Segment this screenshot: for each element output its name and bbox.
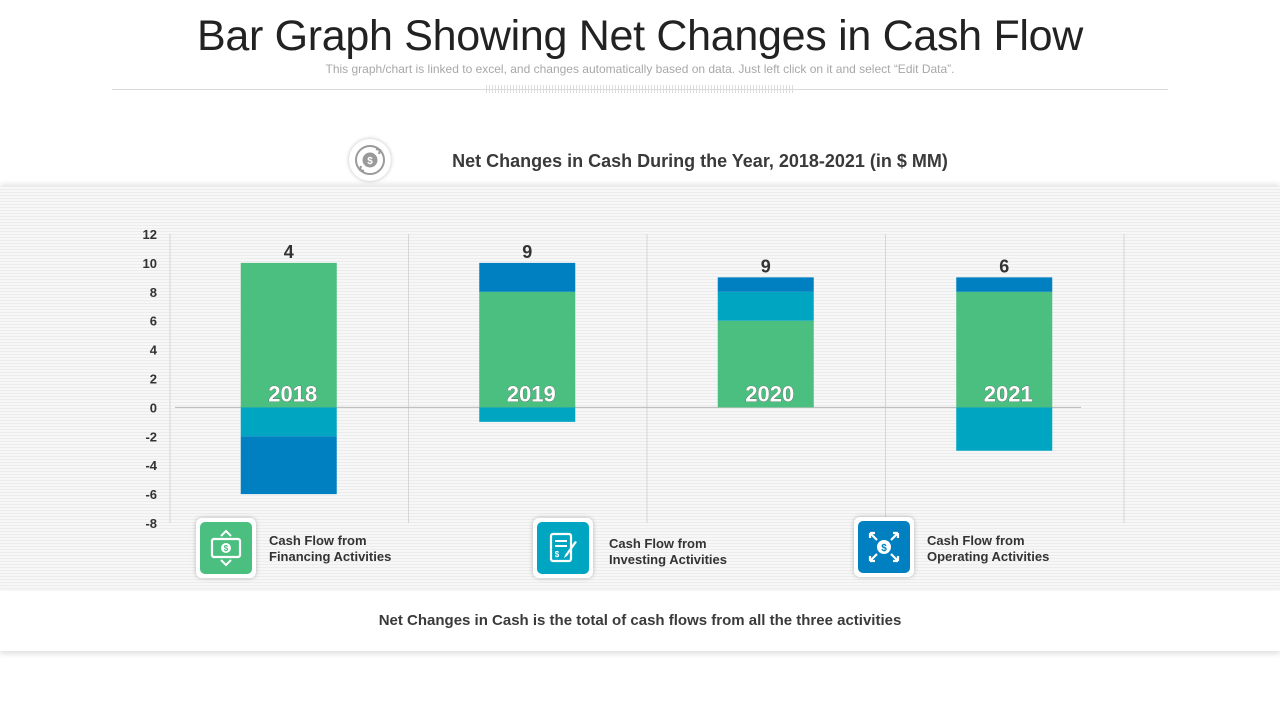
dollar-arrows-icon: $ <box>858 521 910 573</box>
bars <box>240 262 1053 495</box>
bar-segment <box>479 262 576 292</box>
legend-investing-line1: Cash Flow from <box>609 536 707 551</box>
legend-financing-line2: Financing Activities <box>269 549 392 564</box>
legend-investing: Cash Flow from Investing Activities <box>609 536 809 568</box>
svg-text:$: $ <box>555 550 560 559</box>
bar-segment <box>717 277 814 292</box>
category-label: 2018 <box>268 381 317 406</box>
legend-investing-line2: Investing Activities <box>609 552 727 567</box>
y-tick-label: -2 <box>145 429 157 444</box>
y-axis: 12 10 8 6 4 2 0 -2 -4 -6 -8 <box>143 227 158 531</box>
page-subtitle: This graph/chart is linked to excel, and… <box>325 62 955 76</box>
bar-segment <box>479 407 576 422</box>
notepad-pencil-icon: $ <box>537 522 589 574</box>
bar-segment <box>240 436 337 495</box>
y-tick-label: 2 <box>150 372 157 387</box>
svg-text:$: $ <box>881 543 887 554</box>
page-title: Bar Graph Showing Net Changes in Cash Fl… <box>196 12 1084 60</box>
dollar-exchange-icon: $ <box>349 139 391 181</box>
bar-segment <box>956 277 1053 292</box>
chart-title: Net Changes in Cash During the Year, 201… <box>452 151 948 171</box>
bar-segment <box>717 320 814 408</box>
total-label: 9 <box>522 242 532 262</box>
legend-financing: Cash Flow from Financing Activities <box>269 533 469 565</box>
bar-segment <box>240 407 337 437</box>
y-tick-label: -4 <box>145 458 157 473</box>
legend-operating: Cash Flow from Operating Activities <box>927 533 1127 565</box>
bar-segment <box>240 262 337 408</box>
bar-segment <box>956 407 1053 451</box>
legend-operating-line2: Operating Activities <box>927 549 1050 564</box>
bar-segment <box>479 291 576 408</box>
y-tick-label: 0 <box>150 400 157 415</box>
y-tick-label: -8 <box>145 516 157 531</box>
svg-text:$: $ <box>224 544 229 553</box>
y-tick-label: 4 <box>150 343 158 358</box>
category-label: 2020 <box>745 381 794 406</box>
total-label: 9 <box>761 256 771 276</box>
total-label: 6 <box>999 256 1009 276</box>
y-tick-label: 8 <box>150 285 157 300</box>
footer-note: Net Changes in Cash is the total of cash… <box>378 612 902 629</box>
legend-operating-swatch: $ <box>854 517 914 577</box>
data-labels: 4 2018 9 2019 9 2020 6 2021 <box>268 242 1033 407</box>
stacked-bar-chart: 12 10 8 6 4 2 0 -2 -4 -6 -8 4 2018 9 2019 9 2020 6 2021 <box>143 227 1125 531</box>
y-tick-label: 10 <box>143 256 157 271</box>
total-label: 4 <box>284 242 294 262</box>
legend-investing-swatch: $ <box>533 518 593 578</box>
y-tick-label: 12 <box>143 227 157 242</box>
y-tick-label: 6 <box>150 314 157 329</box>
y-tick-label: -6 <box>145 487 157 502</box>
legend-financing-swatch: $ <box>196 518 256 578</box>
legend-operating-line1: Cash Flow from <box>927 533 1025 548</box>
category-label: 2019 <box>507 381 556 406</box>
bar-segment <box>717 291 814 321</box>
category-label: 2021 <box>984 381 1033 406</box>
footer-band <box>0 591 1280 651</box>
legend-financing-line1: Cash Flow from <box>269 533 367 548</box>
title-divider-hatch <box>486 85 794 93</box>
money-bill-icon: $ <box>200 522 252 574</box>
bar-segment <box>956 291 1053 408</box>
svg-text:$: $ <box>367 156 373 167</box>
